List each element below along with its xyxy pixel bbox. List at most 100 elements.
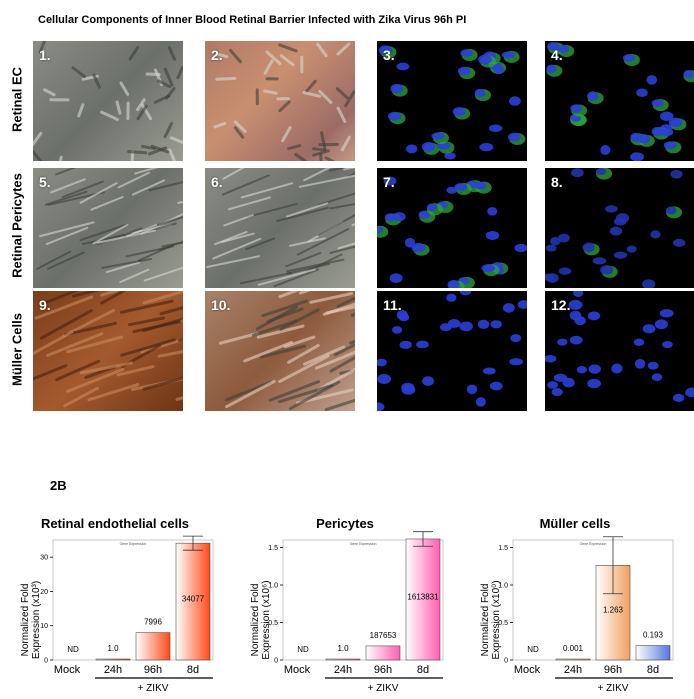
x-tick-label: 24h — [564, 664, 582, 676]
x-tick-label: 96h — [604, 664, 622, 676]
y-tick-label: 20 — [40, 589, 48, 596]
data-label: 187653 — [370, 631, 397, 640]
chart-muller: Müller cells Gene Expression 0 0.5 1.0 1.5 No… — [465, 510, 685, 695]
chart-svg: Gene Expression 0 0.5 1.0 1.5 Normalized Fold… — [480, 536, 674, 694]
chart-svg: Gene Expression 0 0.5 1.0 1.5 Normalized Fold… — [250, 531, 444, 694]
micrograph-texture — [213, 42, 355, 161]
chart-pericytes: Pericytes Gene Expression 0 0.5 1.0 1.5 Norma… — [235, 510, 455, 695]
panel-number: 6. — [211, 174, 223, 190]
data-label: ND — [527, 645, 539, 654]
micrograph-panel: 6. — [205, 168, 355, 288]
bar — [365, 645, 401, 661]
x-tick-label: 8d — [417, 664, 429, 676]
bar — [555, 658, 591, 661]
chart-title: Retinal endothelial cells — [40, 516, 190, 531]
bar — [325, 658, 361, 661]
x-tick-label: Mock — [514, 664, 541, 676]
y-tick-label: 0.5 — [498, 620, 508, 627]
micrograph-texture — [378, 45, 526, 160]
data-label: 1.0 — [107, 644, 119, 653]
micrograph-panel: 7. — [377, 168, 527, 288]
bar — [175, 542, 211, 661]
micrograph-texture — [546, 42, 694, 161]
micrograph-panel: 2. — [205, 41, 355, 161]
panel-number: 11. — [383, 297, 402, 313]
micrograph-panel: 11. — [377, 291, 527, 411]
plot-subtitle: Gene Expression — [350, 542, 377, 546]
data-label: ND — [67, 645, 79, 654]
bar — [635, 645, 671, 661]
micrograph-texture — [377, 176, 527, 288]
y-axis-label: Normalized FoldExpression (x10⁶) — [250, 580, 272, 659]
chart-endothelial: Retinal endothelial cells Gene Expressio… — [5, 510, 225, 695]
section-label-2b: 2B — [50, 478, 67, 493]
y-tick-label: 0.5 — [268, 620, 278, 627]
data-label: 0.193 — [643, 631, 664, 640]
y-axis-label: Normalized FoldExpression (x10³) — [20, 581, 42, 659]
micrograph-texture — [377, 291, 527, 411]
micrograph-panel: 3. — [377, 41, 527, 161]
micrograph-texture — [33, 291, 183, 408]
panel-number: 7. — [383, 174, 395, 190]
micrograph-texture — [545, 291, 694, 403]
y-axis-label: Normalized FoldExpression (x10⁰) — [480, 580, 502, 659]
chart-title: Müller cells — [539, 516, 611, 531]
bar — [95, 658, 131, 661]
panel-number: 4. — [551, 47, 563, 63]
group-label: + ZIKV — [138, 683, 169, 694]
micrograph-texture — [218, 291, 355, 411]
micrograph-texture — [33, 41, 183, 161]
y-tick-label: 1.5 — [268, 545, 278, 552]
data-label: 1.263 — [603, 606, 624, 615]
micrograph-panel: 12. — [545, 291, 694, 411]
panel-number: 10. — [211, 297, 231, 313]
x-tick-label: Mock — [284, 664, 311, 676]
data-label: 34077 — [182, 595, 205, 604]
micrograph-texture — [36, 168, 183, 284]
row-label-muller-cells: Müller Cells — [9, 313, 25, 386]
x-tick-label: 8d — [187, 664, 199, 676]
micrograph-panel: 10. — [205, 291, 355, 411]
data-label: 1.0 — [337, 644, 349, 653]
panel-number: 5. — [39, 174, 51, 190]
y-tick-label: 10 — [40, 623, 48, 630]
bar — [135, 632, 171, 661]
micrograph-panel: 1. — [33, 41, 183, 161]
panel-number: 1. — [39, 47, 51, 63]
panel-number: 8. — [551, 174, 563, 190]
data-label: 1613831 — [407, 592, 439, 601]
x-tick-label: 24h — [104, 664, 122, 676]
panel-number: 9. — [39, 297, 51, 313]
y-tick-label: 1.0 — [498, 583, 508, 590]
data-label: 0.001 — [563, 644, 584, 653]
x-tick-label: Mock — [54, 664, 81, 676]
chart-svg: Gene Expression 0 10 20 30 Normalized FoldExp… — [20, 535, 214, 694]
figure-title: Cellular Components of Inner Blood Retin… — [38, 14, 467, 26]
plot-area — [512, 539, 674, 661]
micrograph-panel: 5. — [33, 168, 183, 288]
micrograph-panel: 8. — [545, 168, 694, 288]
x-tick-label: 96h — [374, 664, 392, 676]
row-label-retinal-pericytes: Retinal Pericytes — [9, 173, 25, 278]
group-label: + ZIKV — [598, 683, 629, 694]
panel-number: 3. — [383, 47, 395, 63]
x-tick-label: 24h — [334, 664, 352, 676]
x-tick-label: 96h — [144, 664, 162, 676]
data-label: ND — [297, 645, 309, 654]
micrograph-panel: 9. — [33, 291, 183, 411]
panel-number: 12. — [551, 297, 571, 313]
y-tick-label: 0 — [44, 658, 48, 665]
y-tick-label: 0 — [504, 658, 508, 665]
micrograph-texture — [206, 168, 355, 288]
y-tick-label: 1.0 — [268, 583, 278, 590]
row-label-retinal-ec: Retinal EC — [9, 67, 25, 133]
plot-subtitle: Gene Expression — [580, 542, 607, 546]
y-tick-label: 1.5 — [498, 545, 508, 552]
panel-number: 2. — [211, 47, 223, 63]
y-tick-label: 30 — [40, 555, 48, 562]
group-label: + ZIKV — [368, 683, 399, 694]
chart-title: Pericytes — [316, 516, 374, 531]
micrograph-texture — [545, 168, 686, 288]
x-tick-label: 8d — [647, 664, 659, 676]
plot-subtitle: Gene Expression — [120, 542, 147, 546]
